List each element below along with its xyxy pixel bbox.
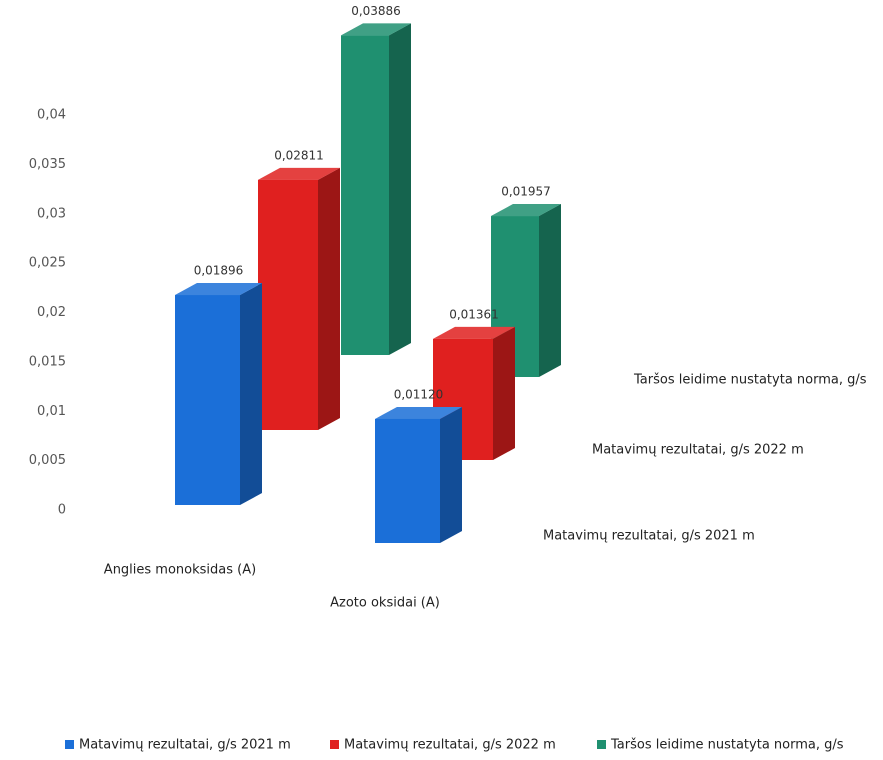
- value-label: 0,01957: [501, 185, 551, 199]
- y-tick-label: 0,02: [37, 305, 66, 320]
- depth-label: Taršos leidime nustatyta norma, g/s: [633, 373, 867, 388]
- bar-group: [175, 283, 262, 505]
- bar: [258, 179, 318, 430]
- bar-group: [341, 23, 411, 356]
- legend-label: Taršos leidime nustatyta norma, g/s: [610, 738, 844, 753]
- x-tick-label: Anglies monoksidas (A): [104, 563, 256, 578]
- legend-swatch: [597, 740, 606, 749]
- bar: [175, 295, 240, 505]
- bar-top-shade: [433, 326, 515, 339]
- depth-label: Matavimų rezultatai, g/s 2022 m: [592, 443, 804, 458]
- value-label: 0,01361: [449, 307, 499, 321]
- bar: [341, 35, 389, 356]
- bar-side: [440, 406, 462, 543]
- y-tick-label: 0,035: [29, 157, 66, 172]
- x-tick-label: Azoto oksidai (A): [330, 596, 440, 611]
- y-tick-label: 0,015: [29, 354, 66, 369]
- bar-side: [389, 23, 411, 356]
- y-tick-label: 0,01: [37, 404, 66, 419]
- bar-side-shade: [539, 204, 561, 377]
- value-label: 0,03886: [351, 4, 401, 18]
- bar-top: [341, 23, 411, 36]
- bar-top: [375, 406, 462, 419]
- legend-swatch: [65, 740, 74, 749]
- bar-top: [491, 204, 561, 217]
- bar-group: [433, 326, 515, 460]
- bar-top-shade: [491, 204, 561, 217]
- y-tick-label: 0: [58, 503, 66, 518]
- y-tick-label: 0,03: [37, 206, 66, 221]
- bar-side-shade: [318, 167, 340, 431]
- bar-side: [318, 167, 340, 431]
- value-label: 0,01896: [194, 264, 244, 278]
- depth-label: Matavimų rezultatai, g/s 2021 m: [543, 529, 755, 544]
- bar-top: [175, 283, 262, 296]
- value-label: 0,01120: [394, 387, 444, 401]
- bar-side: [493, 326, 515, 460]
- bar-side: [240, 283, 262, 505]
- bar: [375, 418, 440, 543]
- bar-group: [375, 406, 462, 543]
- y-tick-label: 0,005: [29, 453, 66, 468]
- value-label: 0,02811: [274, 148, 324, 162]
- bar-top-shade: [258, 167, 340, 180]
- bar-group: [258, 167, 340, 431]
- legend-label: Matavimų rezultatai, g/s 2021 m: [79, 738, 291, 753]
- bar-top: [258, 167, 340, 180]
- bar-side-shade: [440, 406, 462, 543]
- bar-side-shade: [389, 23, 411, 356]
- bar-top-shade: [375, 406, 462, 419]
- legend-label: Matavimų rezultatai, g/s 2022 m: [344, 738, 556, 753]
- bar-top-shade: [175, 283, 262, 296]
- bar-top: [433, 326, 515, 339]
- legend-swatch: [330, 740, 339, 749]
- y-tick-label: 0,025: [29, 256, 66, 271]
- bar-top-shade: [341, 23, 411, 36]
- bar-side-shade: [240, 283, 262, 505]
- bar-side: [539, 204, 561, 377]
- bar-side-shade: [493, 326, 515, 460]
- y-tick-label: 0,04: [37, 108, 66, 123]
